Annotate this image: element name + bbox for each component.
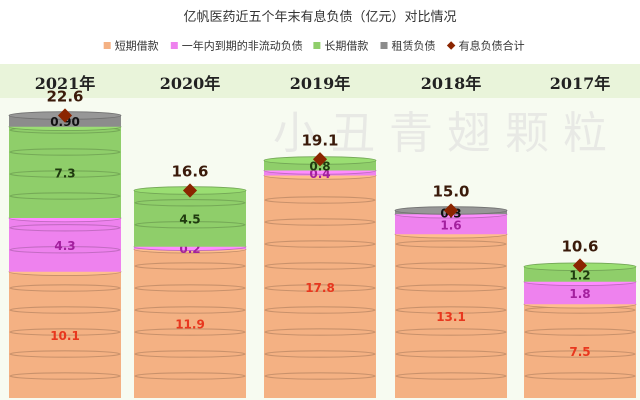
total-marker: [572, 258, 588, 273]
legend-marker: [446, 41, 456, 50]
bar-ridge: [395, 284, 507, 292]
category-label: 2017年: [550, 74, 611, 93]
data-label: 1.8: [569, 287, 590, 301]
bar-ridge: [9, 246, 121, 254]
bar-segment: [9, 126, 121, 218]
bar-ridge: [264, 306, 376, 314]
bar-ridge: [264, 240, 376, 248]
data-label: 7.5: [569, 345, 590, 359]
bar-segment: [524, 266, 636, 282]
bar-ridge: [9, 148, 121, 156]
legend-marker: [103, 42, 111, 49]
bar-ridge: [395, 372, 507, 380]
data-label: 13.1: [436, 310, 466, 324]
bar-ridge: [264, 284, 376, 292]
data-label: 10.1: [50, 329, 80, 343]
category-label: 2021年: [35, 74, 96, 93]
bar-segment: [264, 175, 376, 398]
bar-ridge: [9, 350, 121, 358]
bar-segment: [9, 218, 121, 272]
bar-ridge: [524, 372, 636, 380]
bar-ridge: [524, 328, 636, 336]
legend-marker: [313, 42, 321, 49]
data-label: 17.8: [305, 281, 335, 295]
total-label: 15.0: [432, 183, 469, 201]
bar-ridge: [524, 350, 636, 358]
data-label: 7.3: [54, 166, 75, 180]
total-marker: [182, 183, 198, 198]
data-label: 4.3: [54, 239, 75, 253]
bar-ridge: [264, 350, 376, 358]
bar-segment: [395, 234, 507, 398]
watermark: 小 丑 青 翅 颗 粒: [273, 108, 607, 159]
bar-ridge: [264, 262, 376, 270]
bar-ridge: [264, 218, 376, 226]
bar-segment: [524, 281, 636, 305]
bar-ridge: [395, 350, 507, 358]
legend-marker: [170, 42, 178, 49]
category-label: 2020年: [160, 74, 221, 93]
bar-ridge: [264, 328, 376, 336]
total-label: 10.6: [561, 238, 598, 256]
data-label: 1.2: [569, 268, 590, 282]
bar-ridge: [134, 199, 246, 207]
bar-ridge: [9, 372, 121, 380]
total-label: 19.1: [301, 131, 338, 149]
category-label: 2019年: [290, 74, 351, 93]
category-label: 2018年: [421, 74, 482, 93]
chart-title: 亿帆医药近五个年末有息负债（亿元）对比情况: [183, 9, 456, 25]
bar-ridge: [134, 306, 246, 314]
total-label: 22.6: [46, 88, 83, 106]
data-label: 0.8: [309, 160, 330, 174]
bar-ridge: [264, 372, 376, 380]
bar-ridge: [395, 306, 507, 314]
bar-ridge: [395, 240, 507, 248]
legend-marker: [380, 42, 388, 49]
bar-ridge: [395, 262, 507, 270]
bar-ridge: [9, 170, 121, 178]
bar-ridge: [9, 224, 121, 232]
total-marker: [312, 152, 328, 167]
legend-label: 一年内到期的非流动负债: [182, 39, 303, 53]
bar-ridge: [134, 262, 246, 270]
bar-segment: [395, 214, 507, 235]
bar-ridge: [134, 328, 246, 336]
data-label: 4.5: [179, 213, 200, 227]
bar-ridge: [264, 196, 376, 204]
bar-ridge: [9, 192, 121, 200]
total-marker: [443, 203, 459, 218]
bar-ridge: [134, 372, 246, 380]
legend-label: 有息负债合计: [459, 39, 525, 53]
data-label: 11.9: [175, 318, 205, 332]
bar-ridge: [9, 306, 121, 314]
bar-ridge: [9, 284, 121, 292]
bar-ridge: [9, 328, 121, 336]
bar-ridge: [395, 328, 507, 336]
bar-ridge: [134, 284, 246, 292]
bar-ridge: [134, 221, 246, 229]
data-label: 1.6: [440, 218, 461, 232]
legend-label: 长期借款: [324, 39, 368, 53]
category-header-band: [0, 64, 640, 98]
bar-ridge: [134, 350, 246, 358]
legend-label: 租赁负债: [392, 39, 436, 53]
legend-label: 短期借款: [115, 39, 159, 53]
total-label: 16.6: [171, 163, 208, 181]
